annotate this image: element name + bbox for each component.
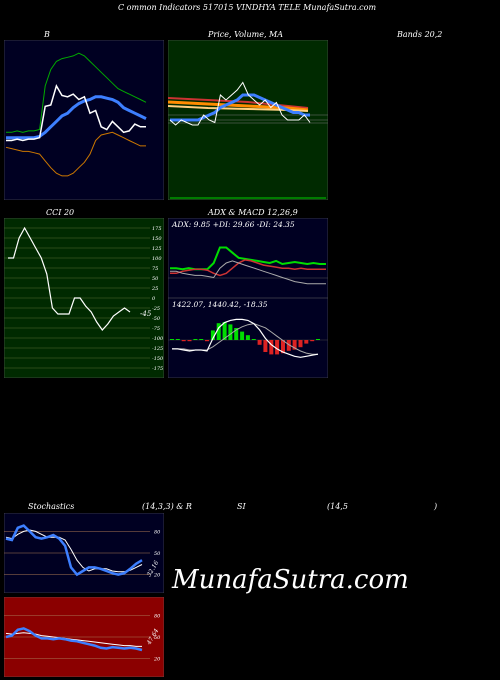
cci-tick-label: -50 [152, 316, 161, 322]
macd-histogram-bar [257, 340, 262, 345]
macd-histogram-bar [199, 339, 204, 340]
cci-tick-label: -25 [152, 306, 160, 312]
pv-price-line [169, 81, 311, 126]
cci-label: CCI 20 [46, 208, 75, 217]
bb-upper-band-line [6, 52, 147, 133]
macd-histogram-bar [181, 340, 186, 342]
cci-tick-label: 125 [152, 246, 162, 252]
stoch-tick-label: 20 [153, 573, 161, 579]
stochastics-label: Stochastics [28, 502, 75, 511]
watermark-text: MunafaSutra.com [172, 565, 409, 595]
cci-tick-label: 175 [152, 226, 162, 232]
macd-histogram-bar [263, 340, 268, 352]
macd-histogram-bar [304, 340, 309, 344]
bb-middle-band-line [6, 95, 147, 140]
cci-tick-label: 25 [151, 286, 158, 292]
macd-histogram-bar [275, 340, 280, 355]
macd-histogram-bar [170, 339, 174, 340]
stoch-k-line [5, 524, 143, 577]
cci-tick-label: 150 [152, 236, 162, 242]
macd-histogram-bar [205, 340, 209, 342]
stoch-tick-label: 80 [154, 529, 161, 535]
pv-ma-line [170, 93, 310, 122]
rsi-tick-label: 50 [154, 635, 161, 641]
macd-histogram-bar [240, 331, 245, 340]
cci-tick-label: -150 [152, 356, 164, 362]
adx-macd-label: ADX & MACD 12,26,9 [208, 208, 298, 217]
macd-histogram-bar [175, 339, 180, 340]
price-volume-ma-panel [168, 40, 328, 200]
bb-price-line [6, 84, 146, 142]
macd-histogram-bar [251, 339, 256, 340]
macd-histogram-bar [245, 335, 250, 340]
rsi-line [5, 627, 143, 652]
bands-label: B [44, 30, 50, 39]
macd-histogram-bar [281, 340, 285, 354]
macd-header-text: 1422.07, 1440.42, -18.35 [172, 300, 268, 309]
adx-line [170, 260, 326, 285]
cci-panel: 175 150 125 100 75 50 25 0 -25 -50 -75 -100 -125 -150… [4, 218, 164, 378]
adx-panel: ADX: 9.85 +DI: 29.66 -DI: 24.35 [168, 218, 328, 298]
macd-histogram-bar [310, 340, 315, 342]
bollinger-bands-panel [4, 40, 164, 200]
cci-last-value: -45 [140, 310, 152, 318]
macd-histogram-bar [286, 340, 291, 351]
adx-minus-di-line [170, 259, 326, 277]
cci-tick-label: -75 [152, 326, 160, 332]
macd-histogram-bar [187, 340, 192, 342]
macd-line [172, 318, 319, 358]
rsi-si-label: SI [237, 502, 246, 511]
cci-tick-label: 50 [152, 276, 159, 282]
macd-histogram-bar [193, 339, 198, 340]
cci-line [8, 226, 131, 331]
cci-tick-label: -175 [152, 366, 163, 372]
macd-histogram-bar [269, 340, 274, 355]
chart-header-title: C ommon Indicators 517015 VINDHYA TELE M… [118, 3, 377, 12]
cci-tick-label: 0 [152, 296, 156, 302]
cci-tick-label: 75 [152, 266, 158, 272]
macd-histogram-bar [292, 340, 297, 350]
cci-tick-label: -100 [152, 336, 164, 342]
cci-tick-label: 100 [152, 256, 162, 262]
stoch-tick-label: 50 [154, 551, 161, 557]
adx-header-text: ADX: 9.85 +DI: 29.66 -DI: 24.35 [171, 220, 295, 229]
price-volume-ma-label: Price, Volume, MA [208, 30, 284, 39]
bands-right-label: Bands 20,2 [397, 30, 443, 39]
rsi-ma-line [5, 632, 142, 647]
macd-histogram-bar [210, 330, 215, 340]
rsi-tick-label: 20 [153, 657, 161, 663]
macd-histogram-bar [222, 322, 227, 340]
macd-panel: 1422.07, 1440.42, -18.35 [168, 298, 328, 378]
macd-histogram-bar [298, 340, 303, 348]
rsi-close-label: ) [434, 502, 438, 511]
macd-histogram-bar [234, 328, 239, 340]
rsi-tick-label: 80 [154, 613, 161, 619]
cci-tick-label: -125 [152, 346, 163, 352]
rsi-params-label: (14,5 [327, 502, 348, 511]
bb-lower-band-line [5, 131, 146, 177]
stoch-params-label: (14,3,3) & R [142, 502, 192, 511]
macd-histogram-bar [228, 324, 233, 340]
macd-histogram-bar [316, 339, 320, 340]
macd-histogram-bar [216, 323, 221, 340]
